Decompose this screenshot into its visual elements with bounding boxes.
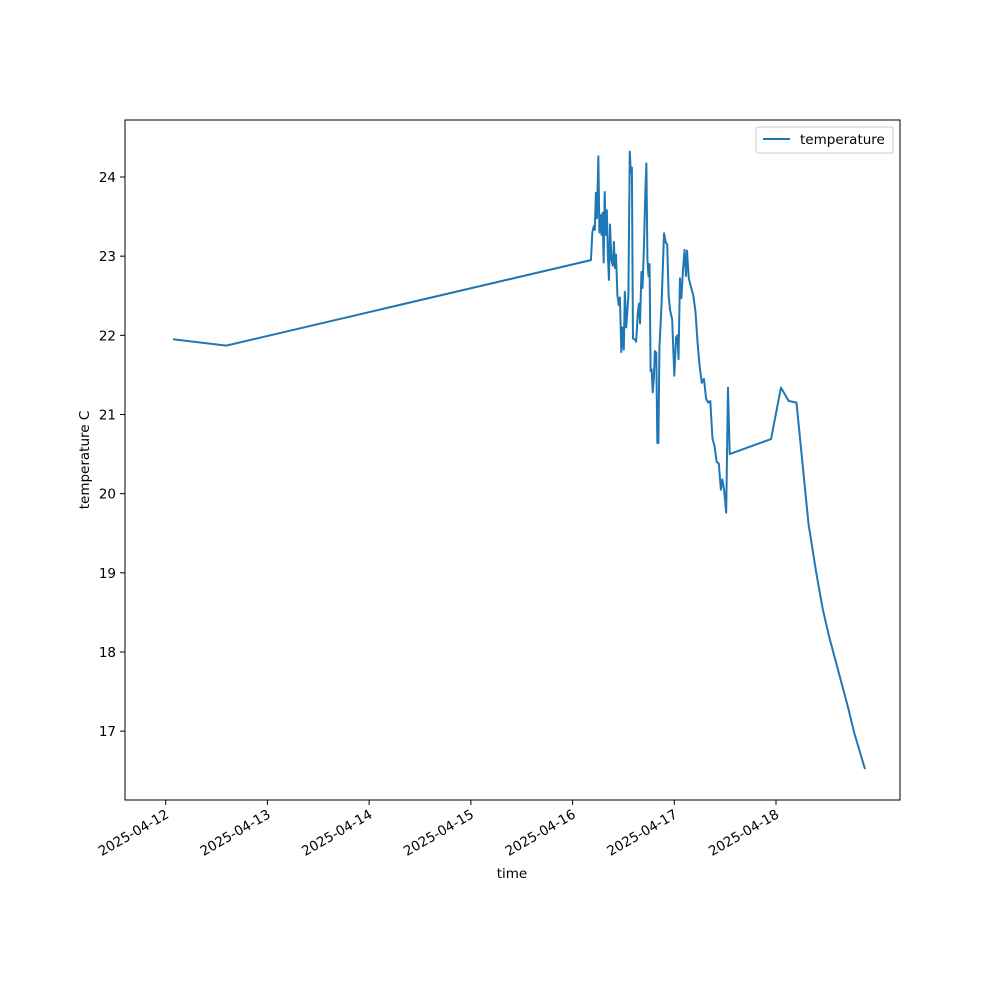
- y-tick-label: 18: [99, 645, 116, 661]
- y-tick-label: 21: [99, 407, 116, 423]
- y-tick-label: 20: [99, 487, 116, 503]
- y-axis-label: temperature C: [77, 411, 93, 510]
- y-tick-label: 17: [99, 724, 116, 740]
- series-line-temperature: [172, 150, 866, 770]
- y-tick-label: 23: [99, 249, 116, 265]
- series-layer: [172, 150, 866, 770]
- plot-area: [125, 120, 900, 800]
- y-tick-label: 24: [99, 170, 116, 186]
- legend-box: [755, 126, 894, 154]
- x-axis-label: time: [497, 866, 528, 882]
- legend: temperature: [755, 126, 894, 154]
- y-axis-ticks: 17 18 19 20 21 22 23 24: [99, 170, 125, 740]
- y-tick-label: 22: [99, 328, 116, 344]
- y-tick-label: 19: [99, 566, 116, 582]
- axes-frame: [124, 119, 901, 801]
- legend-label-temperature: temperature: [800, 132, 885, 148]
